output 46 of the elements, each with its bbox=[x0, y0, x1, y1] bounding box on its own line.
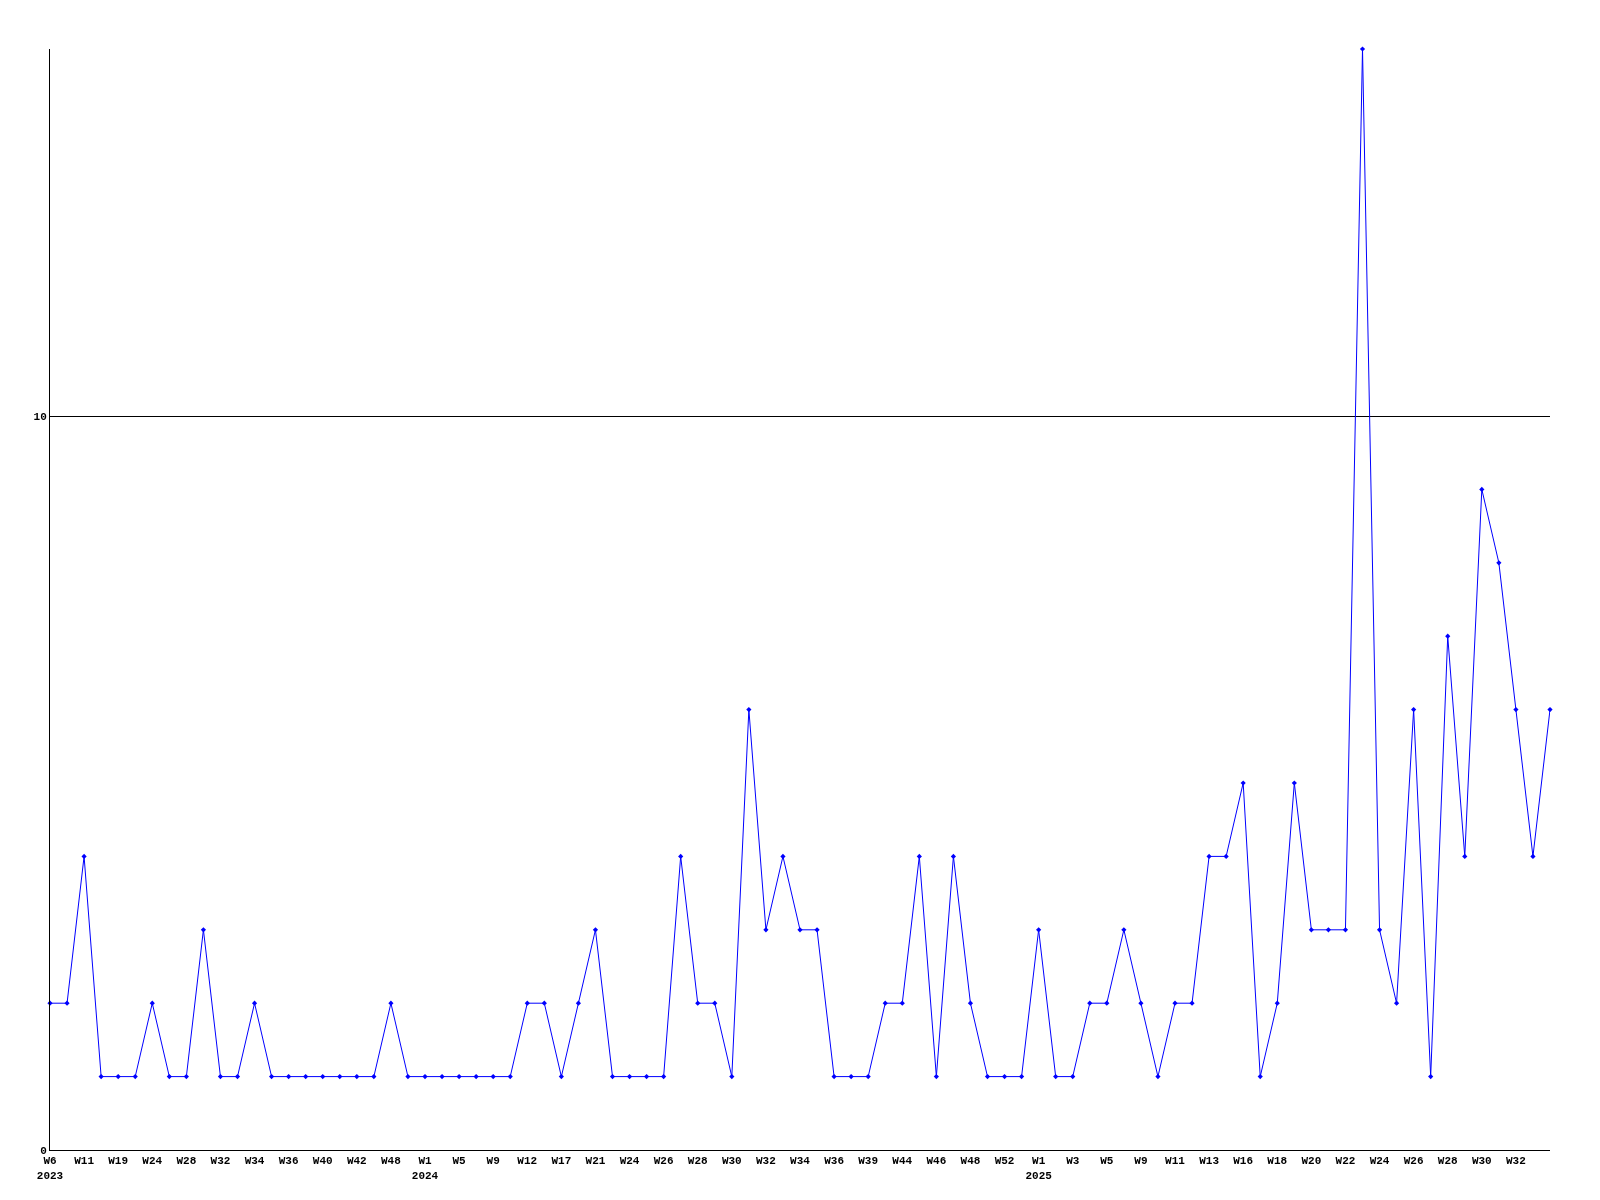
x-tick-label: W18 bbox=[1267, 1155, 1288, 1168]
x-tick-label: W11 bbox=[74, 1155, 95, 1168]
x-tick-label: W34 bbox=[244, 1155, 265, 1168]
x-tick-label: W24 bbox=[619, 1155, 640, 1168]
x-tick-label: W5 bbox=[452, 1155, 467, 1168]
x-tick-label: W52 bbox=[994, 1155, 1015, 1168]
x-tick-label: W40 bbox=[312, 1155, 333, 1168]
x-tick-label: W36 bbox=[278, 1155, 299, 1168]
x-tick-label: W21 bbox=[585, 1155, 606, 1168]
x-tick-label: W13 bbox=[1199, 1155, 1220, 1168]
x-tick-label: W42 bbox=[346, 1155, 367, 1168]
x-tick-label: W16 bbox=[1233, 1155, 1254, 1168]
x-tick-label: W44 bbox=[892, 1155, 913, 1168]
y-tick-label: 10 bbox=[33, 410, 47, 423]
x-tick-label: W30 bbox=[1471, 1155, 1492, 1168]
x-tick-label: W9 bbox=[1134, 1155, 1148, 1168]
x-tick-label: W26 bbox=[1403, 1155, 1424, 1168]
x-tick-label: W39 bbox=[858, 1155, 879, 1168]
x-tick-label: W24 bbox=[142, 1155, 163, 1168]
x-tick-label: W3 bbox=[1066, 1155, 1080, 1168]
x-tick-label: W11 bbox=[1165, 1155, 1186, 1168]
x-tick-label: W9 bbox=[486, 1155, 500, 1168]
x-tick-label: W1 2024 bbox=[411, 1155, 439, 1182]
y-tick-label: 0 bbox=[40, 1144, 47, 1157]
x-tick-label: W20 bbox=[1301, 1155, 1322, 1168]
x-tick-label: W19 bbox=[108, 1155, 129, 1168]
x-tick-label: W46 bbox=[926, 1155, 947, 1168]
x-tick-label: W28 bbox=[176, 1155, 197, 1168]
x-tick-label: W32 bbox=[210, 1155, 231, 1168]
x-tick-label: W6 2023 bbox=[36, 1155, 64, 1182]
x-tick-label: W36 bbox=[824, 1155, 844, 1168]
x-tick-label: W34 bbox=[790, 1155, 811, 1168]
x-tick-label: W28 bbox=[1437, 1155, 1459, 1168]
x-tick-label: W1 2025 bbox=[1025, 1155, 1053, 1182]
x-tick-label: W32 bbox=[756, 1155, 776, 1168]
x-tick-label: W30 bbox=[721, 1155, 742, 1168]
x-tick-label: W26 bbox=[653, 1155, 674, 1168]
x-tick-label: W32 bbox=[1506, 1155, 1526, 1168]
x-tick-label: W12 bbox=[517, 1155, 538, 1168]
x-tick-label: W5 bbox=[1100, 1155, 1114, 1168]
x-tick-label: W48 bbox=[381, 1155, 402, 1168]
x-tick-label: W22 bbox=[1335, 1155, 1356, 1168]
x-tick-label: W17 bbox=[551, 1155, 572, 1168]
x-tick-label: W28 bbox=[687, 1155, 709, 1168]
x-tick-label: W24 bbox=[1369, 1155, 1390, 1168]
x-tick-label: W48 bbox=[960, 1155, 981, 1168]
